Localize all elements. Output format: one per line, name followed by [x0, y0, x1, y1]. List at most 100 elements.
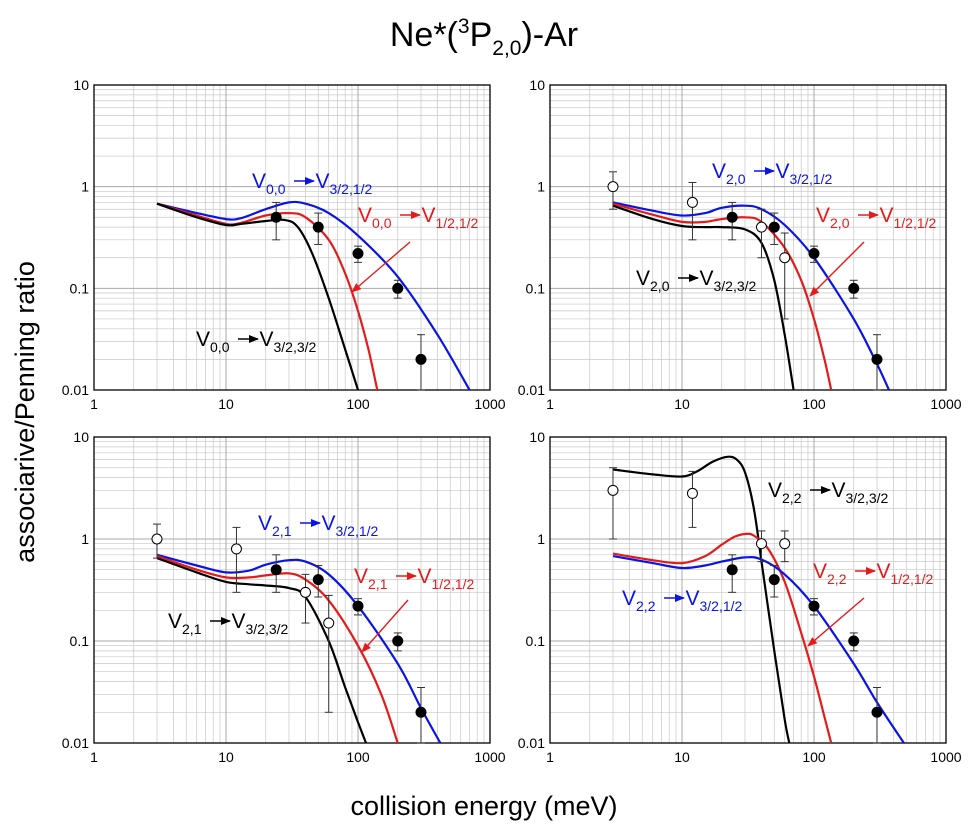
data-point-marker [415, 706, 427, 718]
data-point-marker [686, 196, 698, 208]
data-point-open [323, 594, 335, 713]
curves [612, 455, 905, 743]
x-tick-label: 10 [218, 749, 234, 765]
series-label-blue: V0,0 V3/2,1/2 [252, 170, 373, 197]
data-point-open [299, 573, 311, 624]
data-point-open [151, 523, 163, 559]
data-markers [607, 171, 883, 391]
data-point-marker [151, 533, 163, 545]
series-line-black [156, 557, 368, 743]
x-tick-label: 10 [674, 749, 690, 765]
series-label-red: V0,0 V1/2,1/2 [351, 204, 479, 293]
x-tick-label: 100 [346, 749, 370, 765]
title-subscript: 2,0 [492, 37, 521, 60]
data-point-filled [312, 564, 324, 598]
data-point-marker [808, 600, 820, 612]
series-label-black: V2,0 V3/2,3/2 [636, 267, 757, 294]
figure-title: Ne*(3P2,0)-Ar [390, 15, 578, 60]
data-point-marker [726, 564, 738, 576]
series-label-red: V2,2 V1/2,1/2 [807, 560, 934, 647]
series-label-text: V2,2 V3/2,1/2 [622, 587, 743, 614]
series-line-blue [612, 555, 905, 743]
data-point-open [755, 208, 767, 259]
y-tick-label: 0.01 [518, 735, 545, 751]
data-point-marker [323, 617, 335, 629]
x-tick-label: 1000 [474, 396, 505, 412]
series-label-black: V2,2 V3/2,3/2 [768, 479, 889, 506]
pointer-arrow [809, 241, 865, 297]
data-point-marker [768, 221, 780, 233]
data-point-filled [768, 212, 780, 245]
series-line-red [612, 532, 833, 743]
data-point-marker [299, 586, 311, 598]
data-point-marker [270, 564, 282, 576]
series-label-text: V0,0 V1/2,1/2 [358, 204, 479, 231]
y-tick-label: 1 [537, 179, 545, 195]
data-point-filled [415, 334, 427, 391]
y-tick-label: 10 [73, 429, 89, 445]
data-point-filled [848, 279, 860, 299]
series-label-text: V2,0 V3/2,3/2 [636, 267, 757, 294]
series-line-black [612, 204, 795, 390]
data-point-open [607, 171, 619, 210]
y-tick-label: 0.01 [62, 735, 89, 751]
series-line-blue [156, 553, 442, 743]
data-markers [151, 523, 427, 744]
data-point-marker [230, 543, 242, 555]
y-tick-label: 0.01 [518, 382, 545, 398]
y-tick-label: 0.1 [70, 633, 90, 649]
data-point-marker [808, 248, 820, 260]
data-point-filled [871, 334, 883, 391]
gridlines [94, 85, 490, 390]
data-point-filled [392, 279, 404, 299]
data-point-marker [607, 484, 619, 496]
x-tick-label: 10 [218, 396, 234, 412]
series-label-black: V0,0 V3/2,3/2 [196, 328, 317, 355]
y-tick-label: 1 [81, 531, 89, 547]
series-label-red: V2,0 V1/2,1/2 [809, 204, 937, 297]
plot-frame [549, 436, 947, 744]
series-label-black: V2,1 V3/2,3/2 [168, 610, 289, 637]
series-line-red [156, 555, 399, 743]
panel-4: 1 10 100 1000 0.01 0.1 1 10 V2,2 V3/2,3/2 V2,2 V1/2… [518, 429, 962, 765]
data-point-filled [726, 201, 738, 241]
plot-frame [93, 84, 491, 391]
data-point-open [230, 526, 242, 593]
data-point-filled [392, 632, 404, 652]
series-line-black [612, 455, 791, 743]
panel-1: 1 10 100 1000 0.01 0.1 1 10 V0,0 V3/2,1/2 V0,0 V1/2… [62, 77, 506, 412]
data-point-marker [848, 635, 860, 647]
pointer-arrow [807, 597, 865, 647]
curves [156, 553, 442, 743]
data-point-marker [392, 282, 404, 294]
series-label-text: V2,1 V3/2,3/2 [168, 610, 289, 637]
data-point-filled [352, 598, 364, 616]
data-point-marker [415, 353, 427, 365]
data-point-filled [352, 245, 364, 263]
series-line-black [156, 202, 360, 390]
y-tick-label: 10 [529, 77, 545, 93]
data-point-marker [848, 282, 860, 294]
series-line-red [612, 202, 833, 390]
y-tick-label: 0.01 [62, 382, 89, 398]
x-tick-label: 1 [90, 749, 98, 765]
series-line-blue [612, 201, 890, 390]
gridlines [550, 85, 946, 390]
x-tick-label: 1000 [930, 749, 961, 765]
data-point-open [755, 530, 767, 563]
data-markers [270, 201, 427, 391]
series-label-blue: V2,0 V3/2,1/2 [712, 160, 833, 187]
data-point-marker [312, 574, 324, 586]
data-point-filled [768, 564, 780, 598]
curves [612, 201, 890, 390]
series-label-text: V2,0 V3/2,1/2 [712, 160, 833, 187]
data-markers [607, 467, 883, 744]
data-point-marker [312, 221, 324, 233]
title-mid: P [470, 16, 493, 54]
series-label-text: V2,1 V3/2,1/2 [258, 512, 379, 539]
pointer-arrow [351, 241, 411, 293]
panel-3: 1 10 100 1000 0.01 0.1 1 10 V2,1 V3/2,1/2 V2,1 V1/2… [62, 429, 506, 765]
data-point-marker [352, 248, 364, 260]
y-tick-label: 1 [537, 531, 545, 547]
